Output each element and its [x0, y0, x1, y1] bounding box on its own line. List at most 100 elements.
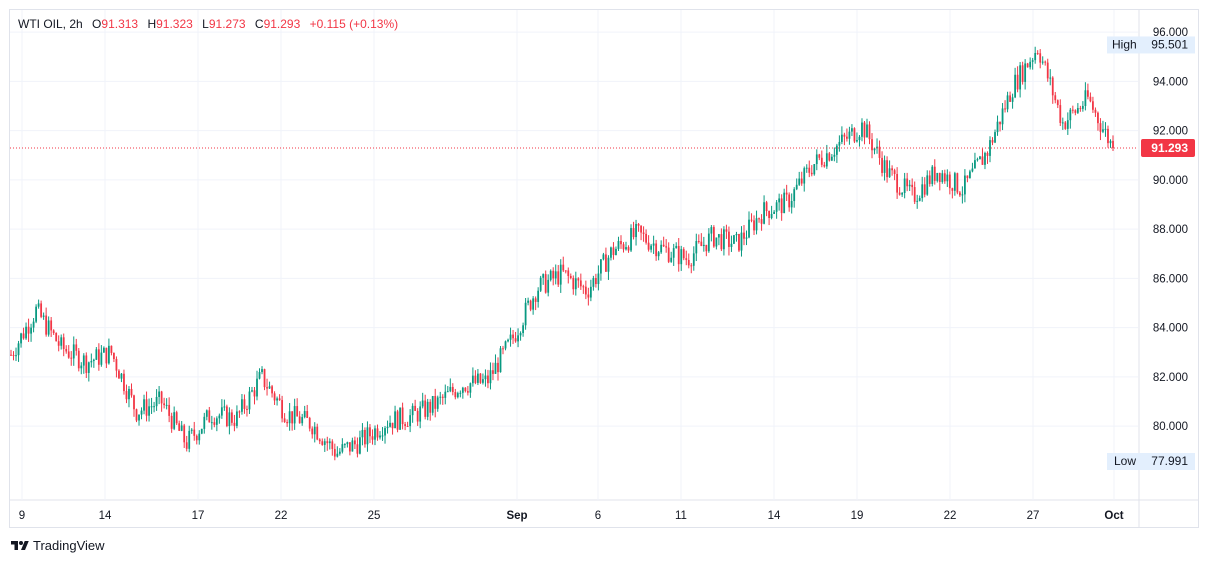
- candle-body: [846, 136, 848, 139]
- candle-body: [808, 167, 811, 173]
- candle-body: [888, 168, 891, 178]
- price-tick-label: 92.000: [1153, 126, 1188, 138]
- candle-body: [233, 422, 236, 426]
- candle-body: [328, 441, 331, 444]
- candle-body: [969, 171, 971, 179]
- candle-body: [95, 349, 98, 360]
- tradingview-icon: [11, 540, 29, 550]
- time-tick-label: 9: [19, 510, 25, 522]
- candle-body: [685, 258, 688, 260]
- candle-body: [276, 398, 278, 401]
- candle-body: [1107, 128, 1109, 144]
- candle-body: [155, 396, 158, 407]
- candle-body: [632, 228, 635, 238]
- candle-body: [477, 373, 479, 383]
- candle-body: [916, 200, 919, 202]
- candle-body: [1004, 108, 1006, 110]
- candle-body: [303, 411, 306, 418]
- candle-body: [286, 422, 289, 424]
- price-tick-label: 82.000: [1153, 372, 1188, 384]
- candle-body: [815, 154, 818, 165]
- candle-body: [800, 178, 803, 184]
- candle-body: [115, 358, 118, 371]
- candle-body: [180, 425, 183, 431]
- candle-body: [569, 276, 572, 278]
- candle-body: [258, 372, 261, 379]
- candle-body: [238, 411, 241, 413]
- candle-body: [773, 211, 776, 214]
- candle-body: [424, 400, 427, 417]
- candle-body: [326, 441, 329, 444]
- candle-body: [522, 325, 524, 334]
- candle-body: [828, 153, 831, 161]
- candle-body: [446, 391, 449, 393]
- candle-body: [913, 187, 916, 202]
- candle-body: [409, 415, 412, 427]
- candle-body: [527, 300, 530, 303]
- candle-body: [369, 427, 371, 437]
- candle-body: [148, 406, 150, 416]
- candle-body: [133, 395, 135, 410]
- high-marker-value: 95.501: [1151, 37, 1188, 51]
- candle-body: [1112, 140, 1114, 149]
- candle-body: [730, 243, 733, 247]
- candle-body: [1056, 100, 1059, 106]
- candle-body: [291, 411, 294, 424]
- candle-body: [594, 278, 597, 285]
- price-tick-label: 96.000: [1153, 27, 1188, 39]
- candle-body: [489, 370, 492, 384]
- candle-body: [813, 164, 816, 175]
- candle-body: [354, 440, 356, 445]
- candle-body: [70, 357, 73, 359]
- candle-body: [215, 418, 218, 425]
- candle-body: [557, 271, 560, 285]
- symbol-name: WTI OIL: [18, 17, 63, 31]
- candle-body: [396, 411, 399, 430]
- price-tick-label: 90.000: [1153, 175, 1188, 187]
- candle-body: [991, 140, 994, 143]
- candle-body: [266, 387, 268, 389]
- candle-body: [712, 227, 715, 247]
- candle-body: [785, 192, 788, 195]
- candle-body: [203, 416, 206, 429]
- candle-body: [419, 406, 422, 422]
- candle-body: [399, 407, 401, 430]
- candle-body: [933, 166, 936, 181]
- candle-body: [963, 175, 966, 195]
- time-tick-label: Oct: [1104, 510, 1123, 522]
- candle-body: [429, 401, 432, 413]
- candle-body: [1104, 128, 1107, 130]
- candle-body: [625, 247, 627, 250]
- candle-body: [439, 396, 442, 398]
- candle-body: [253, 390, 256, 397]
- candle-body: [765, 202, 768, 212]
- candle-body: [47, 320, 50, 335]
- change-value: +0.115 (+0.13%): [309, 17, 399, 31]
- candle-body: [471, 375, 474, 384]
- candle-body: [15, 355, 17, 357]
- candle-body: [630, 228, 632, 251]
- candle-body: [956, 173, 959, 193]
- candle-body: [359, 437, 361, 454]
- candle-body: [740, 232, 743, 251]
- candle-body: [401, 407, 404, 425]
- chart-frame[interactable]: [9, 9, 1199, 528]
- candle-body: [617, 240, 620, 249]
- candle-body: [981, 156, 984, 165]
- candle-body: [178, 423, 181, 431]
- price-tick-label: 88.000: [1153, 224, 1188, 236]
- candle-body: [32, 321, 35, 328]
- candle-body: [381, 435, 384, 437]
- candle-body: [733, 235, 735, 244]
- candle-body: [1009, 95, 1011, 102]
- candle-body: [502, 348, 504, 350]
- candle-body: [22, 333, 25, 339]
- candle-body: [376, 428, 379, 438]
- candle-body: [893, 170, 896, 174]
- candle-body: [113, 352, 115, 359]
- candle-body: [263, 369, 266, 388]
- candle-body: [780, 198, 783, 214]
- time-tick-label: 17: [192, 510, 205, 522]
- tradingview-logo[interactable]: TradingView: [10, 538, 105, 553]
